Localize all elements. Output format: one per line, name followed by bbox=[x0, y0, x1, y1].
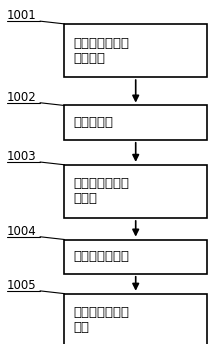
Text: 1002: 1002 bbox=[7, 91, 37, 104]
Text: 1005: 1005 bbox=[7, 279, 37, 292]
Bar bbox=[64, 24, 207, 77]
Text: 增材制造钴铬钼
合金: 增材制造钴铬钼 合金 bbox=[73, 306, 129, 334]
Bar bbox=[64, 106, 207, 140]
Text: 获取三维模型及
切片文件: 获取三维模型及 切片文件 bbox=[73, 37, 129, 65]
Bar bbox=[64, 239, 207, 274]
Text: 增材制造前处理: 增材制造前处理 bbox=[73, 250, 129, 263]
Text: 基板预处理: 基板预处理 bbox=[73, 116, 113, 129]
Text: 1001: 1001 bbox=[7, 9, 37, 22]
Text: 1004: 1004 bbox=[7, 225, 37, 238]
Bar bbox=[64, 165, 207, 218]
Bar bbox=[64, 294, 207, 345]
Text: 钴铬钼合金粉末
预处理: 钴铬钼合金粉末 预处理 bbox=[73, 177, 129, 205]
Text: 1003: 1003 bbox=[7, 150, 37, 163]
